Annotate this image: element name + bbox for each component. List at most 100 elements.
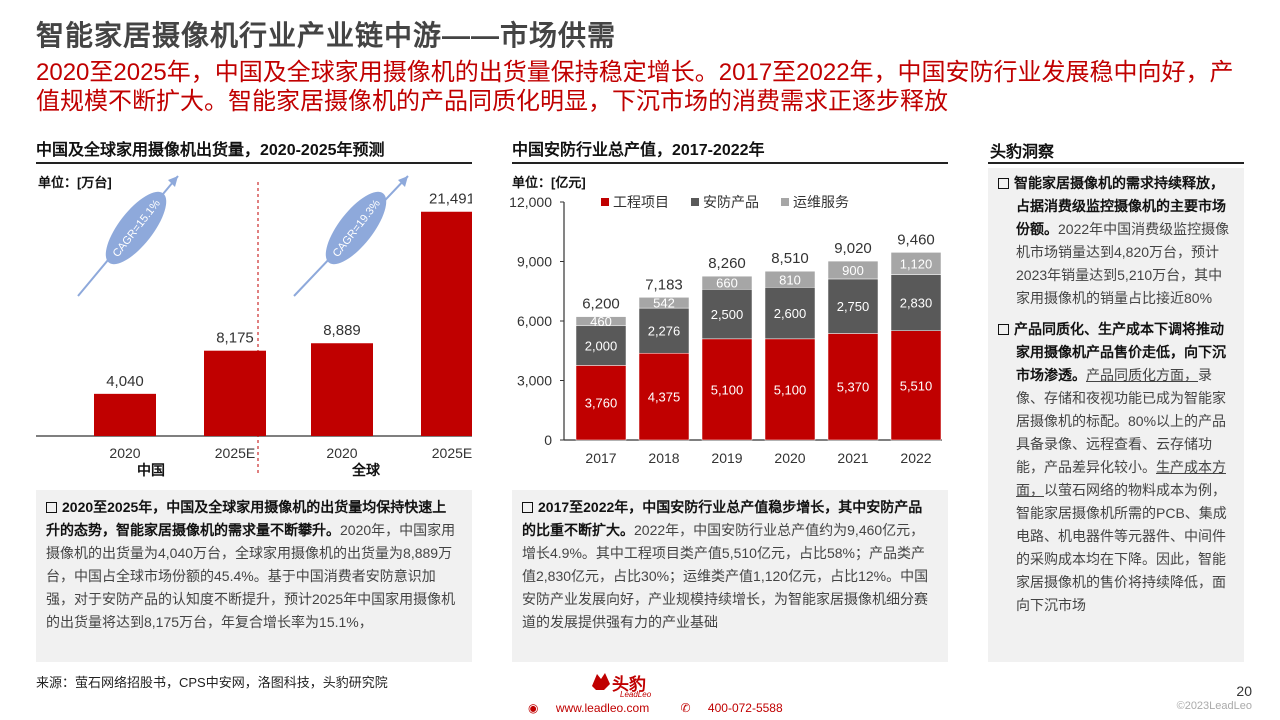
left-summary-body: 2020年，中国家用摄像机的出货量为4,040万台，全球家用摄像机的出货量为8,… — [46, 522, 456, 630]
segment-label: 460 — [590, 314, 612, 329]
logo-text: 头豹 — [612, 675, 646, 694]
checkbox-bullet-icon — [998, 324, 1009, 335]
total-label: 8,510 — [771, 250, 809, 267]
phone-icon: ✆ — [680, 701, 694, 715]
logo-subtext: LeadLeo — [620, 690, 652, 699]
arrow-head-icon — [398, 176, 408, 187]
middle-summary-box: 2017至2022年，中国安防行业总产值稳步增长，其中安防产品的比重不断扩大。2… — [512, 490, 948, 662]
segment-label: 3,760 — [585, 396, 618, 411]
segment-label: 900 — [842, 263, 864, 278]
stacked-bar-segment — [638, 297, 690, 309]
leopard-logo-icon — [592, 673, 610, 690]
page-number: 20 — [1236, 683, 1252, 699]
stacked-bar-segment — [764, 338, 816, 441]
x-tick-label: 2022 — [900, 450, 931, 466]
security-output-stacked-chart: 0 3,000 6,000 9,000 12,000 工程项目 安防产品 运维服务 3,760 2… — [509, 194, 942, 466]
segment-label: 810 — [779, 272, 801, 287]
globe-icon: ◉ — [528, 701, 542, 715]
segment-label: 2,500 — [711, 307, 744, 322]
total-label: 8,260 — [708, 255, 746, 272]
segment-label: 1,120 — [900, 256, 933, 271]
middle-panel-heading: 中国安防行业总产值，2017-2022年 — [512, 142, 765, 159]
bar — [311, 343, 373, 436]
insight-heading: 头豹洞察 — [990, 144, 1055, 161]
website-link[interactable]: ◉ www.leadleo.com — [528, 701, 650, 715]
left-chart-unit: 单位：[万台] — [38, 175, 112, 190]
insight-point-2: 产品同质化、生产成本下调将推动家用摄像机产品售价走低，向下沉市场渗透。产品同质化… — [998, 318, 1234, 617]
legend-swatch — [601, 198, 609, 206]
data-label: 4,040 — [106, 373, 144, 390]
legend-swatch — [781, 198, 789, 206]
segment-label: 2,830 — [900, 296, 933, 311]
total-label: 6,200 — [582, 296, 620, 313]
x-tick-label: 2021 — [837, 450, 868, 466]
stacked-bar-segment — [764, 270, 816, 288]
segment-label: 4,375 — [648, 390, 681, 405]
bar — [421, 211, 472, 436]
segment-label: 5,510 — [900, 378, 933, 393]
segment-label: 2,750 — [837, 299, 870, 314]
y-tick-label: 12,000 — [509, 194, 552, 210]
shipment-bar-chart: 4,040 2020 8,175 2025E 8,889 2020 21,491 2025E 中… — [36, 175, 472, 478]
stacked-bar-segment — [827, 278, 879, 334]
total-label: 9,460 — [897, 231, 935, 248]
cagr-badge — [325, 191, 387, 265]
segment-label: 2,276 — [648, 324, 681, 339]
arrow-head-icon — [168, 176, 178, 187]
y-tick-label: 3,000 — [517, 373, 552, 389]
middle-chart-unit: 单位：[亿元] — [512, 175, 586, 190]
stacked-bar-segment — [827, 260, 879, 280]
cagr-badge — [105, 191, 167, 265]
bar — [204, 350, 266, 436]
y-tick-label: 6,000 — [517, 313, 552, 329]
left-summary-lead: 2020至2025年，中国及全球家用摄像机的出货量均保持快速上升的态势，智能家居… — [46, 499, 447, 538]
source-note: 来源：萤石网络招股书，CPS中安网，洛图科技，头豹研究院 — [36, 675, 388, 690]
segment-label: 2,000 — [585, 339, 618, 354]
middle-summary-body: 2022年，中国安防行业总产值约为9,460亿元，增长4.9%。其中工程项目类产… — [522, 522, 929, 630]
segment-label: 542 — [653, 296, 675, 311]
contact-line: ◉ www.leadleo.com ✆ 400-072-5588 — [528, 701, 811, 715]
segment-label: 660 — [716, 276, 738, 291]
legend-label: 工程项目 — [613, 194, 669, 210]
group-label: 全球 — [351, 462, 381, 478]
insight-box: 智能家居摄像机的需求持续释放，占据消费级监控摄像机的主要市场份额。2022年中国… — [988, 168, 1244, 662]
middle-summary-lead: 2017至2022年，中国安防行业总产值稳步增长，其中安防产品的比重不断扩大。 — [522, 499, 923, 538]
x-tick-label: 2020 — [774, 450, 805, 466]
left-panel-divider — [36, 162, 472, 164]
y-tick-label: 0 — [544, 432, 552, 448]
stacked-bar-segment — [701, 338, 753, 441]
left-summary-box: 2020至2025年，中国及全球家用摄像机的出货量均保持快速上升的态势，智能家居… — [36, 490, 472, 662]
segment-label: 5,100 — [711, 382, 744, 397]
stacked-bar-segment — [890, 274, 942, 331]
x-tick-label: 2025E — [215, 445, 255, 461]
insight-divider — [988, 162, 1244, 164]
segment-label: 5,100 — [774, 382, 807, 397]
y-tick-label: 9,000 — [517, 254, 552, 270]
x-tick-label: 2025E — [432, 445, 472, 461]
x-tick-label: 2020 — [326, 445, 357, 461]
legend-swatch — [691, 198, 699, 206]
group-label: 中国 — [137, 462, 165, 478]
legend-label: 运维服务 — [793, 194, 849, 210]
segment-label: 2,600 — [774, 306, 807, 321]
left-panel-heading: 中国及全球家用摄像机出货量，2020-2025年预测 — [36, 142, 385, 159]
stacked-bar-segment — [764, 287, 816, 340]
stacked-bar-segment — [890, 330, 942, 441]
copyright: ©2023LeadLeo — [1176, 700, 1252, 712]
data-label: 21,491 — [429, 191, 472, 208]
data-label: 8,889 — [323, 322, 361, 339]
legend-label: 安防产品 — [703, 194, 759, 210]
stacked-bar-segment — [890, 252, 942, 275]
segment-label: 5,370 — [837, 380, 870, 395]
stacked-bar-segment — [701, 275, 753, 290]
stacked-bar-segment — [575, 325, 627, 366]
checkbox-bullet-icon — [998, 178, 1009, 189]
checkbox-bullet-icon — [522, 502, 533, 513]
page-title: 智能家居摄像机行业产业链中游——市场供需 — [36, 20, 617, 51]
checkbox-bullet-icon — [46, 502, 57, 513]
x-tick-label: 2020 — [109, 445, 140, 461]
data-label: 8,175 — [216, 330, 254, 347]
x-tick-label: 2018 — [648, 450, 679, 466]
insight-point-1: 智能家居摄像机的需求持续释放，占据消费级监控摄像机的主要市场份额。2022年中国… — [998, 172, 1234, 310]
middle-panel-divider — [512, 162, 948, 164]
